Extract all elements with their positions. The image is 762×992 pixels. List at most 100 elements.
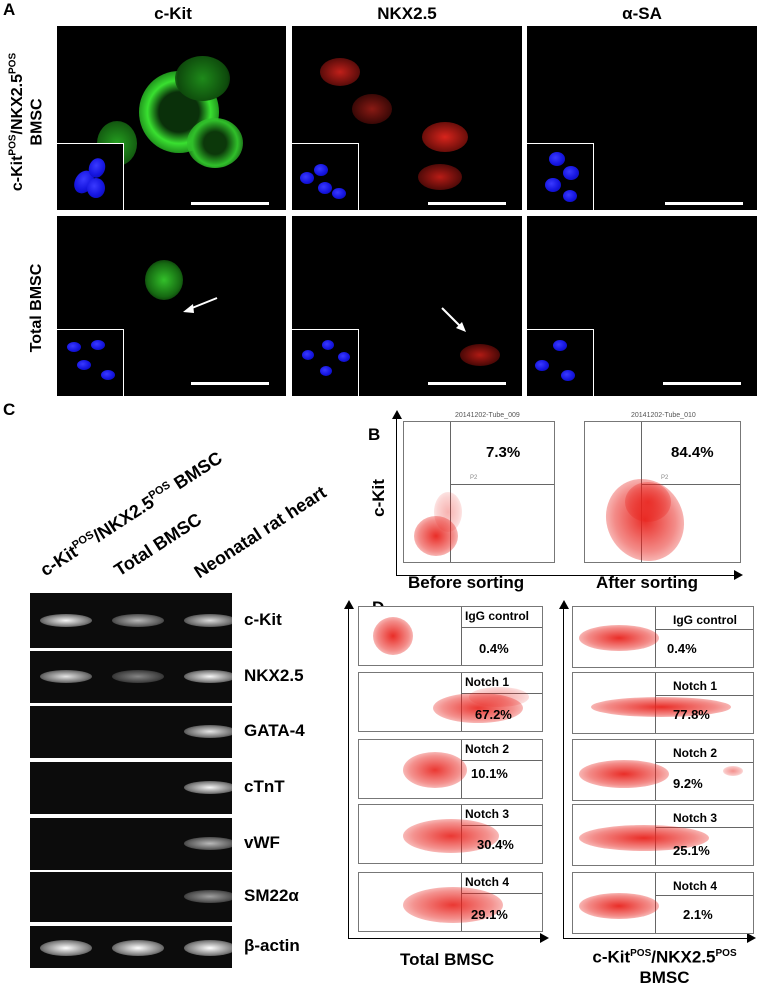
gate-percent: 77.8%: [673, 707, 710, 722]
gate-percent: 67.2%: [475, 707, 512, 722]
scale-bar: [665, 202, 743, 205]
gate-percent: 0.4%: [479, 641, 509, 656]
gate-line-vertical: [450, 422, 451, 562]
flow-total-bmsc-4: Notch 4 29.1%: [358, 872, 543, 932]
dapi-inset: [527, 329, 594, 396]
flow-total-bmsc-1: Notch 1 67.2%: [358, 672, 543, 732]
panel-d-right-y-axis: [563, 608, 564, 938]
gel-band: [184, 781, 232, 794]
gate-line-horizontal: [655, 695, 753, 696]
gel-row-6: [30, 926, 232, 968]
flow-sorted-bmsc-4: Notch 4 2.1%: [572, 872, 754, 934]
plot-header: 20141202-Tube_010: [631, 412, 696, 419]
micrograph-total-asa: [527, 216, 757, 396]
col-title-asa: α-SA: [622, 4, 662, 23]
event-cloud: [469, 687, 529, 707]
gate-percent: 7.3%: [486, 444, 521, 461]
panel-b-y-arrow: [391, 410, 402, 419]
gene-label: GATA-4: [244, 721, 305, 740]
arrow-icon: [441, 307, 466, 332]
scale-bar: [191, 382, 269, 385]
micrograph-sorted-ckit: [57, 26, 286, 210]
caption-sorted-bmsc: c-KitPOS/NKX2.5POS BMSC: [592, 947, 737, 987]
event-cloud: [625, 482, 671, 522]
flow-sorted-bmsc-0: IgG control 0.4%: [572, 606, 754, 668]
gate-line-horizontal: [655, 895, 753, 896]
panel-d-right-x-axis: [563, 938, 749, 939]
event-cloud: [579, 625, 659, 651]
panel-b-x-arrow: [734, 570, 743, 580]
event-cloud: [403, 887, 503, 923]
gate-percent: 2.1%: [683, 907, 713, 922]
gel-row-3: [30, 762, 232, 814]
gel-band: [40, 670, 92, 683]
event-cloud: [579, 893, 659, 919]
gate-line-horizontal: [655, 762, 753, 763]
gate-line-horizontal: [450, 484, 554, 485]
dapi-inset: [57, 143, 124, 210]
row-label-sorted: c-KitPOS/NKX2.5POS BMSC: [7, 52, 46, 192]
plot-label: IgG control: [465, 609, 529, 623]
panel-b-y-title: c-Kit: [368, 479, 388, 517]
gate-line-horizontal: [461, 627, 542, 628]
event-cloud: [414, 516, 458, 556]
gate-line-vertical: [461, 607, 462, 665]
gate-percent: 84.4%: [671, 444, 714, 461]
panel-d-left-y-arrow: [343, 600, 354, 609]
dapi-inset: [57, 329, 124, 396]
flow-total-bmsc-0: IgG control 0.4%: [358, 606, 543, 666]
gate-line-horizontal: [655, 629, 753, 630]
panel-d-left-x-arrow: [540, 933, 549, 943]
panel-b-letter: B: [368, 425, 381, 444]
event-cloud: [403, 752, 467, 788]
event-cloud: [433, 693, 523, 723]
gate-percent: 25.1%: [673, 843, 710, 858]
caption-total-bmsc: Total BMSC: [400, 950, 495, 969]
panel-d-right-x-arrow: [747, 933, 756, 943]
arrow-icon: [183, 297, 218, 313]
flow-after-sorting: 84.4% P2: [584, 421, 741, 563]
gel-band: [112, 670, 164, 683]
gel-band: [184, 837, 232, 850]
panel-d-right-y-arrow: [558, 600, 569, 609]
plot-label: Notch 3: [673, 811, 718, 825]
gene-label: c-Kit: [244, 609, 282, 629]
gate-line-horizontal: [641, 484, 740, 485]
gel-band: [184, 670, 232, 683]
gate-line-horizontal: [461, 893, 542, 894]
gate-percent: 10.1%: [471, 766, 508, 781]
row-label-total: Total BMSC: [28, 263, 45, 353]
col-title-nkx: NKX2.5: [377, 4, 437, 23]
col-title-ckit: c-Kit: [154, 4, 192, 23]
gene-label: β-actin: [244, 936, 300, 955]
scale-bar: [663, 382, 741, 385]
event-cloud: [723, 766, 743, 776]
gate-percent: 30.4%: [477, 837, 514, 852]
micrograph-total-ckit: [57, 216, 286, 396]
dapi-inset: [292, 329, 359, 396]
panel-d-left-x-axis: [348, 938, 542, 939]
gate-percent: 9.2%: [673, 776, 703, 791]
plot-label: Notch 3: [465, 807, 510, 821]
gene-label: vWF: [244, 833, 280, 852]
dapi-inset: [292, 143, 359, 210]
plot-label: Notch 4: [673, 879, 718, 893]
gel-row-2: [30, 706, 232, 758]
event-cloud: [579, 825, 709, 851]
plot-label: Notch 4: [465, 875, 510, 889]
plot-header: 20141202-Tube_009: [455, 412, 520, 419]
event-cloud: [403, 819, 499, 853]
micrograph-sorted-nkx: [292, 26, 522, 210]
flow-total-bmsc-3: Notch 3 30.4%: [358, 804, 543, 864]
gene-label: SM22α: [244, 886, 299, 905]
plot-label: Notch 1: [673, 679, 718, 693]
panel-d-left-y-axis: [348, 608, 349, 938]
micrograph-total-nkx: [292, 216, 522, 396]
flow-total-bmsc-2: Notch 2 10.1%: [358, 739, 543, 799]
event-cloud: [373, 617, 413, 655]
plot-label: Notch 2: [673, 746, 718, 760]
gate-label: P2: [661, 475, 669, 481]
gel-band: [40, 613, 92, 627]
caption-before-sorting: Before sorting: [408, 573, 525, 592]
gel-row-4: [30, 818, 232, 870]
